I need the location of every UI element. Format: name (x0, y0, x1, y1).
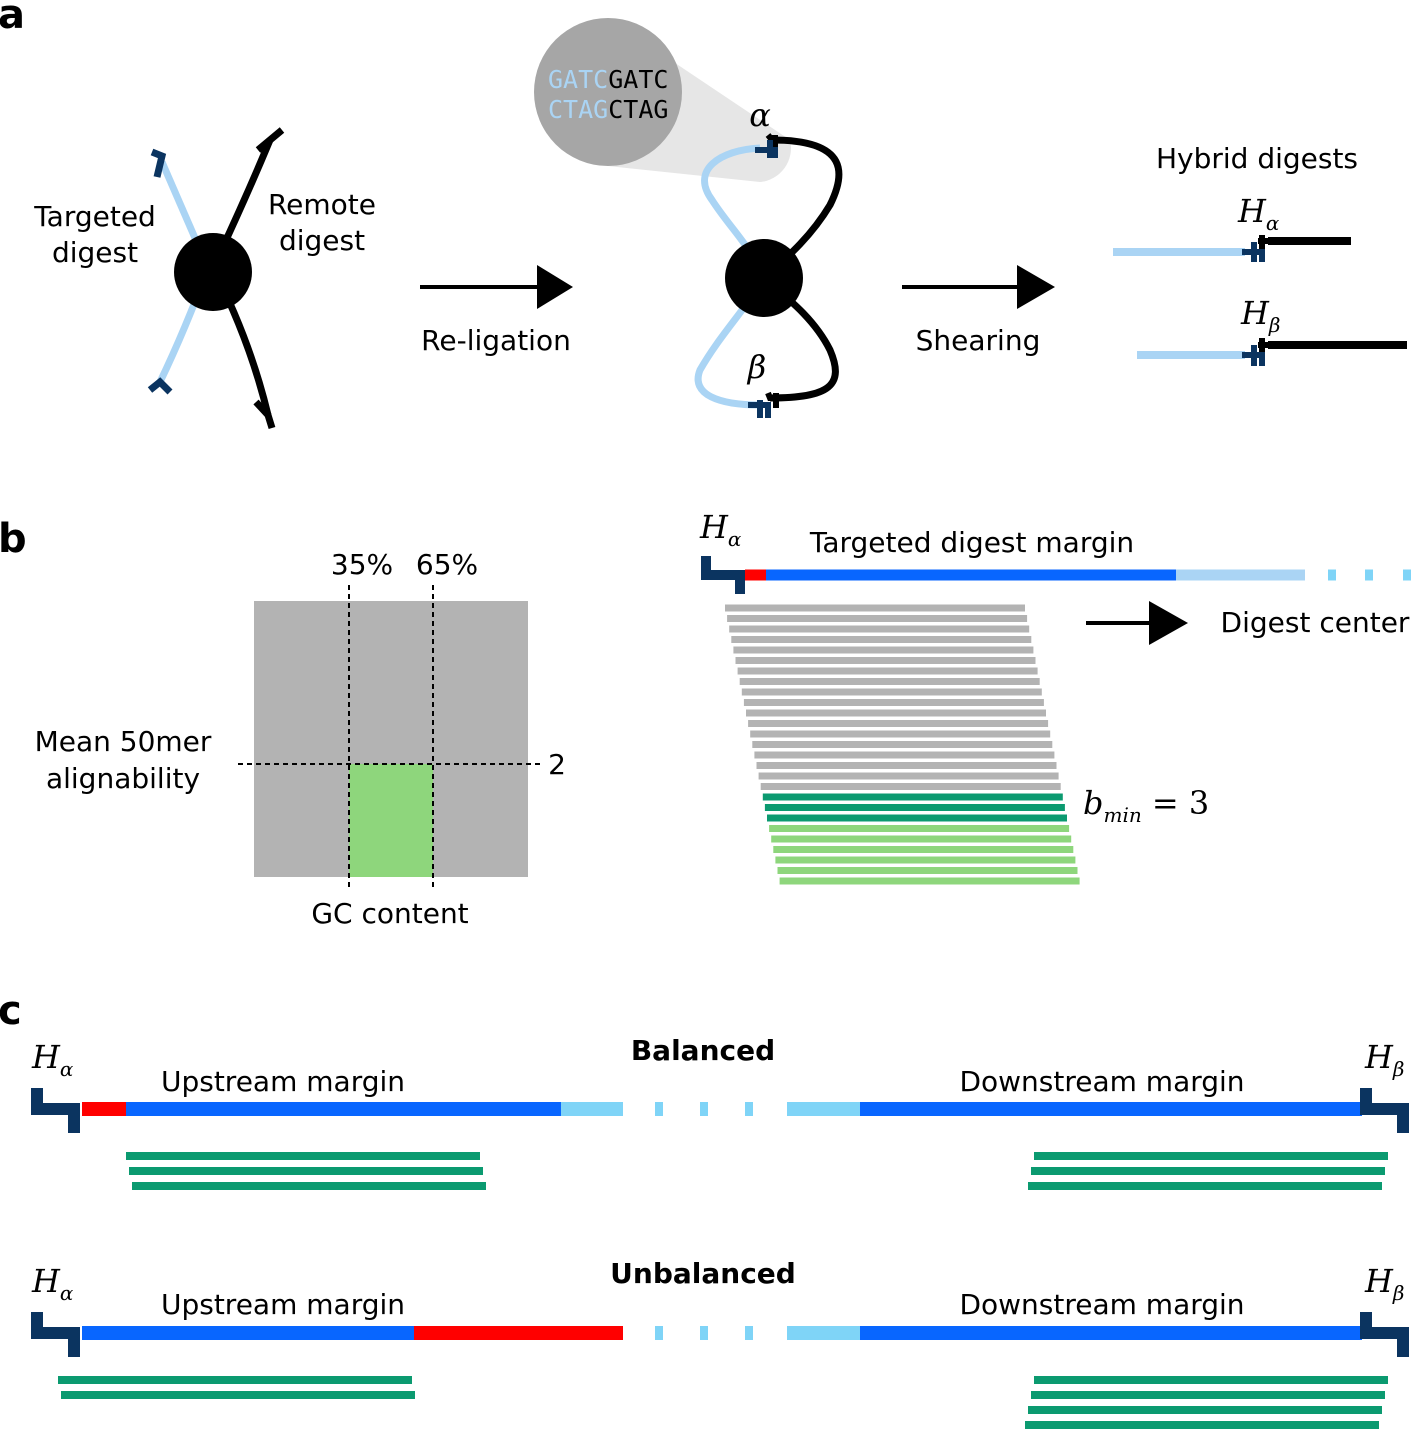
cut-site-dot-center (725, 239, 803, 317)
h-alpha-label-b: Hα (699, 508, 742, 551)
targeted-digest-label-2: digest (52, 236, 138, 269)
hybrid-digest-alpha (1113, 235, 1351, 262)
unbalanced-digest-bar (31, 1312, 1409, 1357)
h-alpha-label-c2: Hα (31, 1262, 74, 1305)
gc-content-label: GC content (311, 897, 468, 930)
h-beta-label-a: Hβ (1240, 294, 1280, 337)
targeted-digest-label-1: Targeted (33, 200, 156, 233)
h-alpha-label-a: Hα (1237, 192, 1280, 235)
read-stack-balanced (126, 1152, 1388, 1190)
shearing-arrow (902, 265, 1055, 309)
accepted-region (349, 764, 433, 877)
alignability-label-2: alignability (46, 762, 200, 795)
gc-35-label: 35% (331, 548, 393, 581)
balanced-label: Balanced (631, 1034, 775, 1067)
hybrid-digests-label: Hybrid digests (1156, 142, 1358, 175)
sequence-bottom: CTAGCTAG (548, 95, 668, 124)
margin-bar-b (701, 556, 1411, 594)
read-stack-b (725, 604, 1080, 885)
upstream-margin-label-1: Upstream margin (161, 1065, 405, 1098)
read-stack-unbalanced (58, 1376, 1388, 1429)
panel-b-label: b (0, 516, 27, 562)
panel-c-label: c (0, 988, 22, 1034)
alignability-label-1: Mean 50mer (35, 725, 212, 758)
remote-digest-label-2: digest (279, 224, 365, 257)
remote-digest-label-1: Remote (268, 188, 376, 221)
targeted-digest-margin-label: Targeted digest margin (809, 526, 1134, 559)
gc-alignability-filter (238, 585, 542, 890)
beta-symbol: β (747, 348, 767, 386)
sequence-zoom-circle (534, 18, 682, 166)
sequence-top: GATCGATC (548, 65, 668, 94)
h-alpha-label-c1: Hα (31, 1038, 74, 1081)
panel-a-label: a (0, 0, 25, 38)
h-beta-label-c2: Hβ (1364, 1262, 1404, 1305)
h-beta-label-c1: Hβ (1364, 1038, 1404, 1081)
bmin-label: bmin = 3 (1083, 784, 1209, 827)
religation-arrow (420, 265, 573, 309)
balanced-digest-bar (31, 1088, 1409, 1133)
upstream-margin-label-2: Upstream margin (161, 1288, 405, 1321)
cut-site-dot-left (174, 233, 252, 311)
downstream-margin-label-1: Downstream margin (959, 1065, 1244, 1098)
shearing-label: Shearing (916, 324, 1041, 357)
alignability-threshold: 2 (548, 748, 566, 781)
alpha-symbol: α (749, 96, 771, 134)
gc-65-label: 65% (416, 548, 478, 581)
unbalanced-label: Unbalanced (610, 1257, 796, 1290)
downstream-margin-label-2: Downstream margin (959, 1288, 1244, 1321)
religation-label: Re-ligation (421, 324, 571, 357)
digest-center-label: Digest center (1221, 606, 1410, 639)
hybrid-digest-beta (1137, 338, 1407, 366)
digest-center-arrow (1086, 601, 1188, 645)
